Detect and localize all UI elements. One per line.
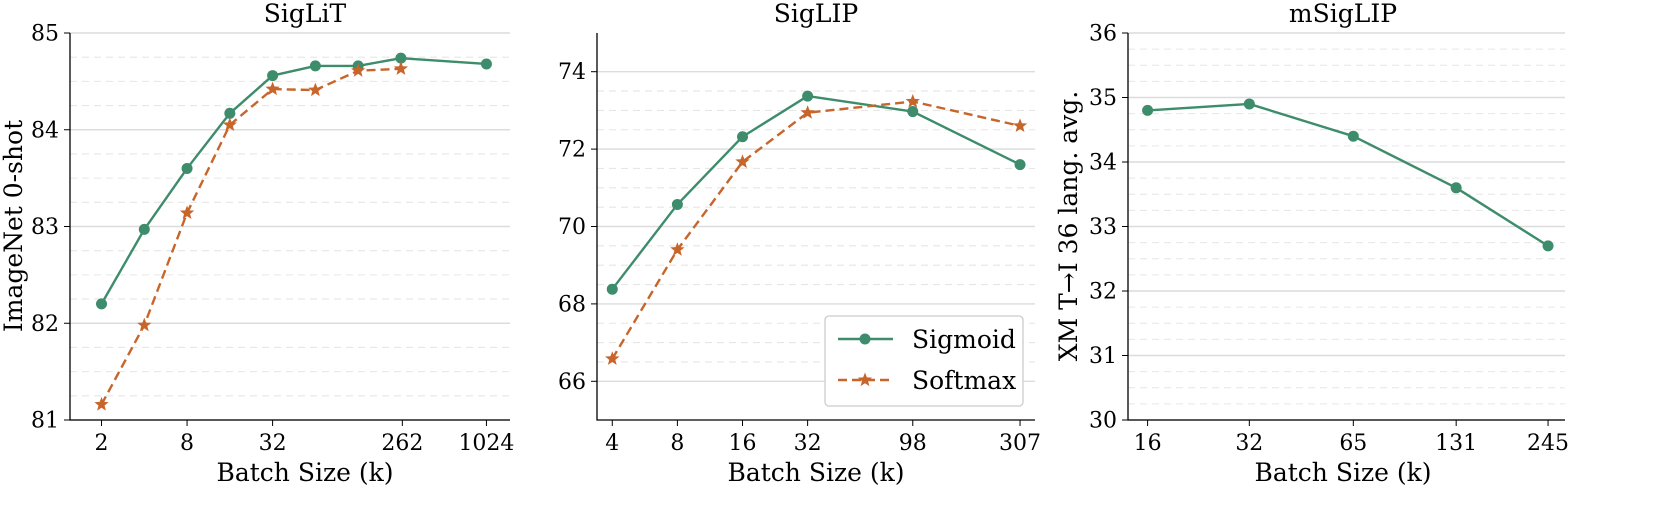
- data-point-sigmoid: [671, 198, 683, 210]
- series: [94, 52, 492, 411]
- legend-softmax-label: Softmax: [912, 366, 1016, 395]
- chart-title: mSigLIP: [1289, 0, 1397, 28]
- legend-sigmoid-marker: [859, 333, 871, 345]
- axes-spine: [69, 33, 510, 421]
- data-point-sigmoid: [395, 52, 407, 64]
- y-tick-label: 70: [558, 215, 586, 240]
- axes-spine: [1127, 33, 1565, 421]
- ticks: 30 31 32 33 34 35 36 16 32 65 131 245: [1089, 22, 1569, 457]
- x-tick-label: 65: [1339, 431, 1367, 456]
- y-tick-label: 83: [31, 215, 59, 240]
- data-point-sigmoid: [606, 283, 618, 295]
- x-tick-label: 307: [999, 431, 1041, 456]
- series-line-sigmoid: [1147, 102, 1549, 247]
- y-tick-label: 72: [558, 138, 586, 163]
- series-line-softmax: [611, 100, 1021, 360]
- panel-siglit: SigLiT 81 82 83 84 85 2 8 32 262 1024 Batch Size …: [0, 0, 514, 487]
- chart-title: SigLIP: [774, 0, 858, 28]
- y-tick-label: 30: [1089, 409, 1117, 434]
- data-point-sigmoid: [96, 298, 108, 310]
- x-tick-label: 1024: [458, 431, 514, 456]
- data-point-sigmoid: [480, 58, 492, 70]
- series: [605, 90, 1028, 365]
- y-tick-label: 34: [1089, 151, 1117, 176]
- ticks: 66 68 70 72 74 4 8 16 32 98 307: [558, 60, 1041, 456]
- series: [1142, 98, 1554, 252]
- data-point-softmax: [94, 397, 109, 411]
- x-tick-label: 16: [729, 431, 757, 456]
- data-point-softmax: [222, 117, 237, 131]
- x-tick-label: 4: [605, 431, 619, 456]
- data-point-sigmoid: [1542, 240, 1554, 252]
- x-tick-label: 32: [259, 431, 287, 456]
- panel-msiglip: mSigLIP 30 31 32 33 34 35 36 16 32 65 131 245 Batch…: [1054, 0, 1569, 487]
- y-axis-label: ImageNet 0-shot: [0, 120, 28, 332]
- y-tick-label: 31: [1089, 344, 1117, 369]
- y-tick-label: 66: [558, 370, 586, 395]
- y-axis-label: XM T→I 36 lang. avg.: [1054, 91, 1083, 361]
- data-point-softmax: [308, 82, 323, 97]
- y-tick-label: 81: [31, 409, 59, 434]
- data-point-sigmoid: [1014, 159, 1026, 171]
- data-point-sigmoid: [1347, 130, 1359, 142]
- y-tick-label: 68: [558, 292, 586, 317]
- y-tick-label: 74: [558, 60, 586, 85]
- data-point-softmax: [735, 154, 750, 168]
- data-point-sigmoid: [181, 162, 193, 174]
- y-tick-label: 33: [1089, 215, 1117, 240]
- data-point-softmax: [393, 61, 409, 75]
- legend: Sigmoid Softmax: [824, 315, 1024, 407]
- x-axis-label: Batch Size (k): [216, 458, 393, 487]
- legend-sigmoid-label: Sigmoid: [912, 325, 1016, 354]
- chart-title: SigLiT: [264, 0, 347, 28]
- data-point-softmax: [137, 317, 152, 332]
- grid-lines: [70, 32, 510, 421]
- data-point-sigmoid: [138, 223, 150, 235]
- y-tick-label: 35: [1089, 86, 1117, 111]
- panel-siglip: SigLIP 66 68 70 72 74 4 8 16 32 98 307 Batch Size …: [558, 0, 1041, 487]
- series-line-softmax: [100, 67, 401, 406]
- data-point-sigmoid: [737, 131, 749, 143]
- data-point-sigmoid: [1243, 98, 1255, 110]
- grid-lines: [1128, 32, 1565, 421]
- data-point-softmax: [265, 81, 280, 96]
- y-tick-label: 85: [31, 22, 59, 47]
- series-line-sigmoid: [611, 94, 1021, 290]
- data-point-softmax: [605, 351, 620, 365]
- data-point-sigmoid: [267, 70, 279, 82]
- x-tick-label: 8: [180, 431, 194, 456]
- y-tick-label: 36: [1089, 22, 1117, 47]
- y-tick-label: 84: [31, 118, 59, 143]
- x-tick-label: 131: [1435, 431, 1477, 456]
- data-point-softmax: [905, 94, 920, 108]
- data-point-softmax: [670, 242, 685, 256]
- y-tick-label: 32: [1089, 280, 1117, 305]
- data-point-sigmoid: [224, 107, 236, 119]
- x-axis-label: Batch Size (k): [1254, 458, 1431, 487]
- axes-spine: [596, 33, 1035, 421]
- x-tick-label: 8: [670, 431, 684, 456]
- x-tick-label: 245: [1527, 431, 1569, 456]
- x-tick-label: 16: [1134, 431, 1162, 456]
- data-point-softmax: [351, 63, 366, 77]
- x-axis-label: Batch Size (k): [727, 458, 904, 487]
- x-tick-label: 98: [899, 431, 927, 456]
- data-point-sigmoid: [802, 90, 814, 102]
- data-point-sigmoid: [1450, 182, 1462, 194]
- y-tick-label: 82: [31, 312, 59, 337]
- x-tick-label: 32: [1235, 431, 1263, 456]
- legend-softmax-marker: [857, 372, 873, 387]
- ticks: 81 82 83 84 85 2 8 32 262 1024: [31, 22, 514, 457]
- data-point-sigmoid: [1142, 104, 1154, 116]
- x-tick-label: 262: [381, 431, 423, 456]
- x-tick-label: 32: [794, 431, 822, 456]
- data-point-softmax: [1012, 118, 1028, 132]
- x-tick-label: 2: [95, 431, 109, 456]
- series-line-sigmoid: [100, 56, 487, 305]
- data-point-sigmoid: [309, 60, 321, 72]
- data-point-sigmoid: [907, 106, 919, 118]
- data-point-softmax: [800, 105, 815, 119]
- data-point-softmax: [179, 205, 195, 220]
